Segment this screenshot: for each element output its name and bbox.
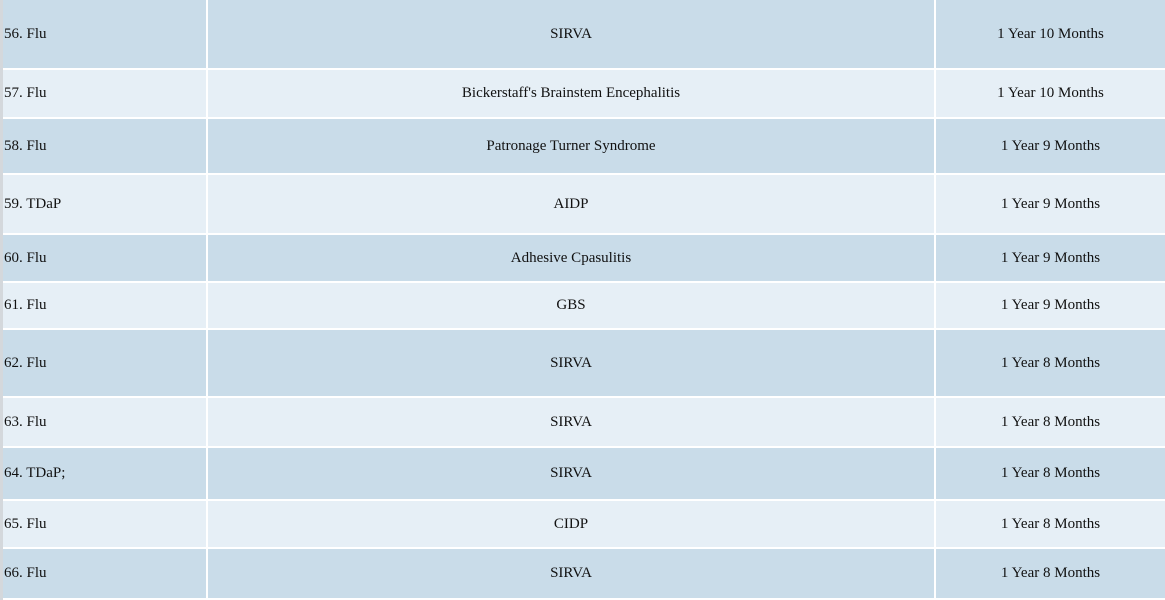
- table-cell: 1 Year 9 Months: [936, 283, 1165, 328]
- table-cell: AIDP: [208, 175, 934, 233]
- table-cell: 62. Flu: [3, 330, 206, 396]
- table-cell: Patronage Turner Syndrome: [208, 119, 934, 173]
- table-cell: 1 Year 9 Months: [936, 235, 1165, 281]
- table-cell: 1 Year 9 Months: [936, 119, 1165, 173]
- table-cell: 66. Flu: [3, 549, 206, 598]
- table-cell: SIRVA: [208, 0, 934, 68]
- table-cell: Bickerstaff's Brainstem Encephalitis: [208, 70, 934, 117]
- table-cell: 59. TDaP: [3, 175, 206, 233]
- table-cell: 63. Flu: [3, 398, 206, 446]
- table-cell: 1 Year 10 Months: [936, 0, 1165, 68]
- table-cell: SIRVA: [208, 398, 934, 446]
- table-cell: 58. Flu: [3, 119, 206, 173]
- table-cell: 65. Flu: [3, 501, 206, 547]
- table-cell: 56. Flu: [3, 0, 206, 68]
- table-cell: SIRVA: [208, 448, 934, 499]
- table-cell: 1 Year 10 Months: [936, 70, 1165, 117]
- table-cell: 57. Flu: [3, 70, 206, 117]
- table-cell: SIRVA: [208, 549, 934, 598]
- table-cell: 1 Year 8 Months: [936, 501, 1165, 547]
- table-cell: GBS: [208, 283, 934, 328]
- table-cell: 61. Flu: [3, 283, 206, 328]
- table-cell: CIDP: [208, 501, 934, 547]
- table-cell: SIRVA: [208, 330, 934, 396]
- table-cell: 60. Flu: [3, 235, 206, 281]
- table-cell: 1 Year 8 Months: [936, 398, 1165, 446]
- table-cell: 1 Year 8 Months: [936, 549, 1165, 598]
- table-cell: 1 Year 8 Months: [936, 448, 1165, 499]
- table-cell: 64. TDaP;: [3, 448, 206, 499]
- table-cell: Adhesive Cpasulitis: [208, 235, 934, 281]
- table-cell: 1 Year 9 Months: [936, 175, 1165, 233]
- table-cell: 1 Year 8 Months: [936, 330, 1165, 396]
